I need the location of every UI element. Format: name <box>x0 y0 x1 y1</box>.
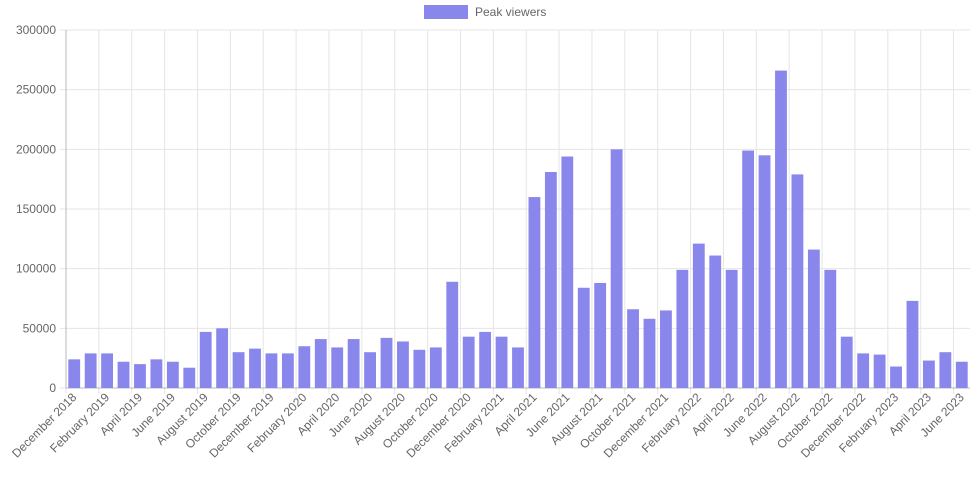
bar[interactable] <box>199 331 212 388</box>
legend-swatch[interactable] <box>424 5 468 19</box>
bar-series <box>68 70 968 388</box>
bar[interactable] <box>380 337 393 388</box>
bar[interactable] <box>347 339 360 388</box>
bar[interactable] <box>462 336 475 388</box>
bar[interactable] <box>298 346 311 388</box>
bar[interactable] <box>643 318 656 388</box>
bar[interactable] <box>495 336 508 388</box>
grid <box>60 29 970 394</box>
bar[interactable] <box>692 243 705 388</box>
bar[interactable] <box>807 249 820 388</box>
y-tick-label: 150000 <box>16 202 56 216</box>
y-axis-tick-labels: 0 50000 100000 150000 200000 250000 300000 <box>16 23 56 395</box>
y-tick-label: 50000 <box>23 321 57 335</box>
bar[interactable] <box>544 172 557 388</box>
bar[interactable] <box>857 353 870 388</box>
bar[interactable] <box>134 364 146 388</box>
bar[interactable] <box>561 156 574 388</box>
bar[interactable] <box>610 149 623 388</box>
bar[interactable] <box>627 309 639 388</box>
bar[interactable] <box>413 349 426 388</box>
bar[interactable] <box>922 360 935 388</box>
bar[interactable] <box>249 348 261 388</box>
bar[interactable] <box>101 353 114 388</box>
bar[interactable] <box>791 174 804 388</box>
bar[interactable] <box>709 255 722 388</box>
bar[interactable] <box>890 366 902 388</box>
legend-label[interactable]: Peak viewers <box>475 5 546 19</box>
bar[interactable] <box>725 269 738 388</box>
bar[interactable] <box>281 353 294 388</box>
bar[interactable] <box>873 354 886 388</box>
bar[interactable] <box>216 328 229 388</box>
bar[interactable] <box>68 359 81 388</box>
bar[interactable] <box>397 341 409 388</box>
bar[interactable] <box>265 353 278 388</box>
bar[interactable] <box>660 310 672 388</box>
bar[interactable] <box>840 336 853 388</box>
bar[interactable] <box>906 300 919 388</box>
bar[interactable] <box>117 361 130 388</box>
bar[interactable] <box>166 361 179 388</box>
bar[interactable] <box>314 339 327 388</box>
bar[interactable] <box>446 281 459 388</box>
bar[interactable] <box>594 282 607 388</box>
bar[interactable] <box>955 361 968 388</box>
y-tick-label: 200000 <box>16 142 56 156</box>
bar[interactable] <box>512 347 524 388</box>
bar[interactable] <box>758 155 771 388</box>
y-tick-label: 0 <box>49 381 56 395</box>
y-tick-label: 100000 <box>16 262 56 276</box>
bar[interactable] <box>183 367 196 388</box>
bar[interactable] <box>742 150 755 388</box>
bar[interactable] <box>150 359 163 388</box>
bar[interactable] <box>824 269 837 388</box>
bar[interactable] <box>528 197 541 388</box>
bar[interactable] <box>577 287 590 388</box>
bar[interactable] <box>331 347 344 388</box>
bar[interactable] <box>429 347 442 388</box>
bar[interactable] <box>939 352 952 388</box>
legend[interactable]: Peak viewers <box>424 5 546 19</box>
bar[interactable] <box>232 352 245 388</box>
bar[interactable] <box>775 70 787 388</box>
y-tick-label: 300000 <box>16 23 56 37</box>
bar[interactable] <box>84 353 97 388</box>
bar[interactable] <box>479 331 492 388</box>
bar[interactable] <box>676 269 689 388</box>
y-tick-label: 250000 <box>16 83 56 97</box>
bar[interactable] <box>364 352 376 388</box>
